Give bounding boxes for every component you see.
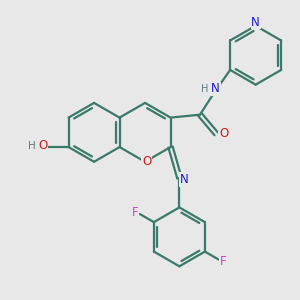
Text: H: H	[201, 84, 209, 94]
Text: O: O	[142, 155, 151, 168]
Text: N: N	[179, 173, 188, 186]
Text: O: O	[219, 127, 228, 140]
Text: N: N	[211, 82, 220, 95]
Text: F: F	[220, 255, 226, 268]
Text: O: O	[38, 139, 47, 152]
Text: H: H	[28, 141, 36, 151]
Text: F: F	[132, 206, 139, 219]
Text: N: N	[251, 16, 260, 29]
